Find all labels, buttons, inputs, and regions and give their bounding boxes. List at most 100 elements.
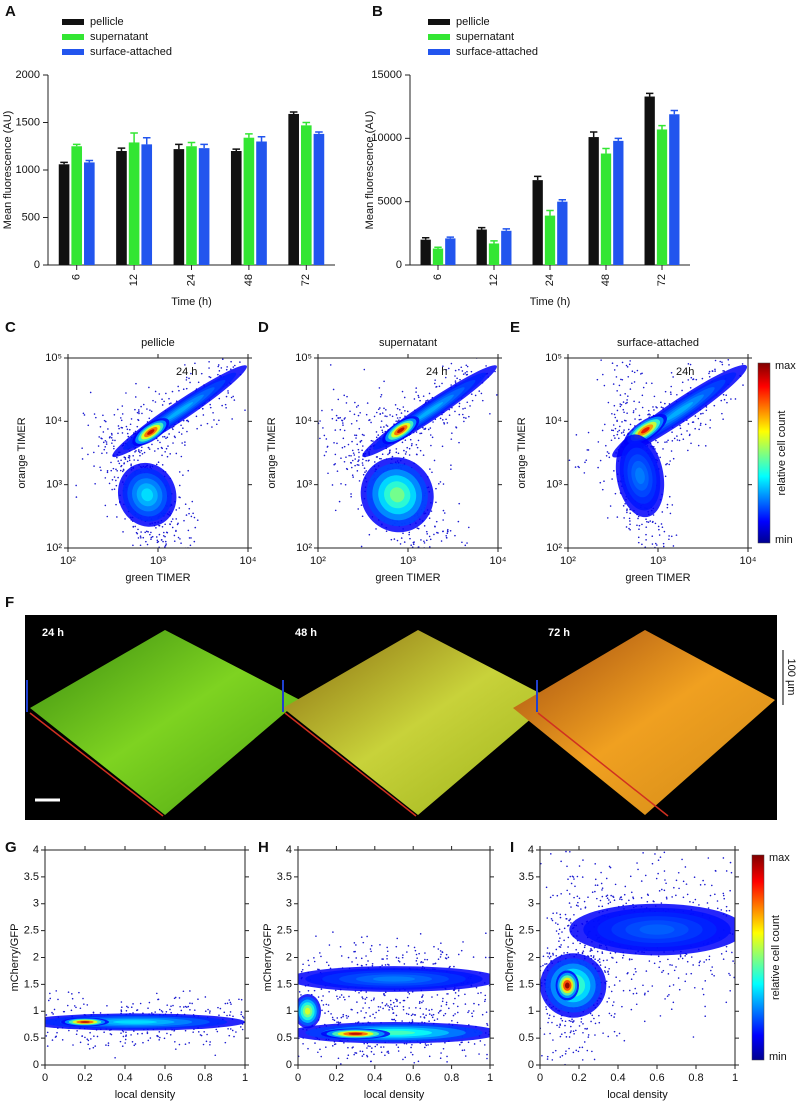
density-dot bbox=[560, 1018, 562, 1020]
density-dot bbox=[383, 1046, 385, 1048]
density-dot bbox=[351, 1047, 353, 1049]
density-dot bbox=[428, 429, 430, 431]
density-dot bbox=[740, 906, 742, 908]
density-dot bbox=[352, 476, 354, 478]
density-dot bbox=[567, 952, 569, 954]
density-dot bbox=[217, 374, 219, 376]
density-dot bbox=[582, 1032, 584, 1034]
density-dot bbox=[662, 448, 664, 450]
density-dot bbox=[127, 428, 129, 430]
density-dot bbox=[456, 572, 458, 574]
density-dot bbox=[610, 895, 612, 897]
density-dot bbox=[484, 995, 486, 997]
density-dot bbox=[538, 963, 540, 965]
density-dot bbox=[644, 1021, 646, 1023]
legend-label: supernatant bbox=[90, 31, 148, 43]
density-dot bbox=[397, 408, 399, 410]
density-dot bbox=[118, 428, 120, 430]
y-tick-label: 1 bbox=[528, 1005, 534, 1017]
density-dot bbox=[753, 406, 755, 408]
density-dot bbox=[443, 510, 445, 512]
density-dot bbox=[702, 880, 704, 882]
density-dot bbox=[248, 952, 250, 954]
density-dot bbox=[358, 449, 360, 451]
density-dot bbox=[332, 1017, 334, 1019]
density-dot bbox=[661, 406, 663, 408]
density-dot bbox=[425, 1014, 427, 1016]
density-dot bbox=[402, 532, 404, 534]
density-dot bbox=[170, 551, 172, 553]
density-dot bbox=[113, 468, 115, 470]
density-dot bbox=[227, 1003, 229, 1005]
density-dot bbox=[379, 944, 381, 946]
density-dot bbox=[687, 450, 689, 452]
density-dot bbox=[156, 584, 158, 586]
density-dot bbox=[443, 577, 445, 579]
density-dot bbox=[458, 990, 460, 992]
density-dot bbox=[227, 390, 229, 392]
density-dot bbox=[200, 425, 202, 427]
density-dot bbox=[179, 471, 181, 473]
density-dot bbox=[623, 505, 625, 507]
density-dot bbox=[480, 1040, 482, 1042]
density-dot bbox=[603, 960, 605, 962]
density-dot bbox=[480, 591, 482, 593]
density-dot bbox=[444, 512, 446, 514]
density-dot bbox=[106, 441, 108, 443]
density-dot bbox=[442, 531, 444, 533]
density-dot bbox=[623, 401, 625, 403]
density-dot bbox=[175, 530, 177, 532]
density-dot bbox=[474, 1043, 476, 1045]
density-dot bbox=[3, 1018, 5, 1020]
y-tick-label: 0 bbox=[33, 1059, 39, 1071]
density-dot bbox=[147, 531, 149, 533]
density-dot bbox=[340, 1022, 342, 1024]
density-dot bbox=[406, 447, 408, 449]
density-dot bbox=[722, 364, 724, 366]
density-dot bbox=[597, 379, 599, 381]
density-dot bbox=[386, 958, 388, 960]
density-dot bbox=[415, 391, 417, 393]
density-dot bbox=[631, 1009, 633, 1011]
x-tick-label: 0.4 bbox=[610, 1072, 625, 1084]
density-dot bbox=[347, 469, 349, 471]
density-dot bbox=[201, 373, 203, 375]
density-dot bbox=[182, 427, 184, 429]
density-dot bbox=[308, 990, 310, 992]
density-dot bbox=[408, 1007, 410, 1009]
density-dot bbox=[233, 1036, 235, 1038]
density-dot bbox=[647, 597, 649, 599]
colorbar bbox=[758, 363, 770, 543]
density-dot bbox=[739, 967, 741, 969]
density-dot bbox=[686, 883, 688, 885]
density-dot bbox=[668, 538, 670, 540]
density-dot bbox=[628, 528, 630, 530]
x-axis-label: green TIMER bbox=[125, 572, 190, 584]
density-dot bbox=[357, 464, 359, 466]
density-dot bbox=[586, 1050, 588, 1052]
density-dot bbox=[307, 960, 309, 962]
density-dot bbox=[424, 542, 426, 544]
density-dot bbox=[692, 548, 694, 550]
density-dot bbox=[443, 483, 445, 485]
density-dot bbox=[410, 1047, 412, 1049]
y-tick-label: 10³ bbox=[546, 479, 562, 491]
density-dot bbox=[354, 454, 356, 456]
density-dot bbox=[725, 394, 727, 396]
density-dot bbox=[351, 423, 353, 425]
y-tick-label: 4 bbox=[286, 844, 292, 856]
density-dot bbox=[125, 458, 127, 460]
density-dot bbox=[648, 413, 650, 415]
density-dot bbox=[141, 1033, 143, 1035]
density-dot bbox=[473, 346, 475, 348]
density-dot bbox=[380, 458, 382, 460]
density-dot bbox=[669, 460, 671, 462]
density-dot bbox=[357, 405, 359, 407]
density-dot bbox=[336, 995, 338, 997]
density-dot bbox=[637, 869, 639, 871]
density-dot bbox=[202, 408, 204, 410]
density-dot bbox=[61, 472, 63, 474]
error-bar bbox=[559, 200, 566, 202]
density-dot bbox=[773, 346, 775, 348]
density-dot bbox=[250, 977, 252, 979]
